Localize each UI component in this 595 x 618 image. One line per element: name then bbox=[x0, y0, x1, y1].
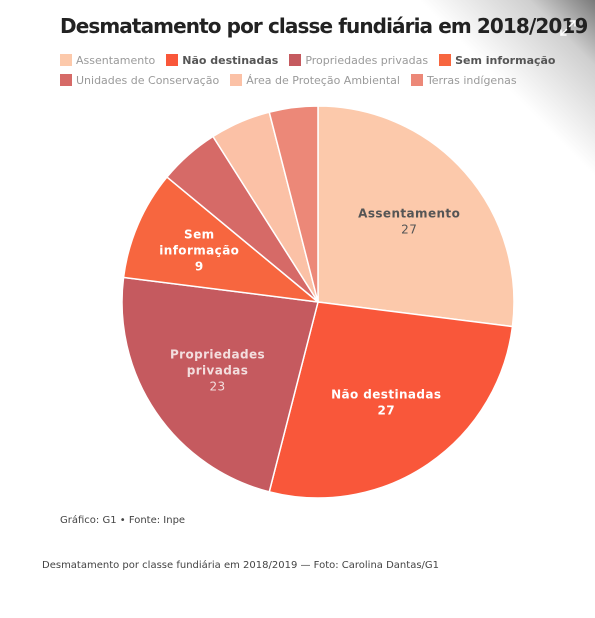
slice-label-nao-destinadas: Não destinadas 27 bbox=[331, 388, 441, 418]
slice-label-text: Propriedades bbox=[170, 347, 265, 361]
pie-slice-propriedades-privadas[interactable] bbox=[121, 276, 319, 493]
legend-label: Área de Proteção Ambiental bbox=[246, 73, 400, 87]
slice-label-text: Sem bbox=[184, 228, 215, 242]
pie-slice-nao-destinadas[interactable] bbox=[268, 301, 514, 499]
legend-label: Não destinadas bbox=[182, 53, 279, 67]
slice-label-sem-informacao: Sem informação 9 bbox=[159, 228, 239, 274]
legend-label: Propriedades privadas bbox=[305, 53, 429, 67]
legend-label: Terras indígenas bbox=[426, 73, 517, 87]
legend-swatch bbox=[289, 54, 302, 66]
legend-item-terras-indigenas[interactable]: Terras indígenas bbox=[410, 73, 517, 87]
legend-item-sem-informacao[interactable]: Sem informação bbox=[439, 53, 556, 67]
expand-icon[interactable] bbox=[559, 19, 577, 37]
legend-row: Assentamento Não destinadas Propriedades p… bbox=[60, 50, 556, 70]
legend-swatch bbox=[410, 74, 423, 86]
pie-slice-sem-informacao[interactable] bbox=[122, 176, 321, 304]
slice-label-text: informação bbox=[159, 244, 239, 258]
slice-value: 23 bbox=[209, 379, 225, 393]
chart-source: Gráfico: G1 • Fonte: Inpe bbox=[60, 515, 186, 526]
legend-label: Assentamento bbox=[76, 53, 156, 67]
legend-swatch bbox=[60, 74, 72, 86]
legend-item-area-de-protecao-ambiental[interactable]: Área de Proteção Ambiental bbox=[230, 74, 400, 87]
legend-label: Sem informação bbox=[455, 53, 556, 67]
legend-item-unidades-de-conservacao[interactable]: Unidades de Conservação bbox=[60, 74, 219, 87]
slice-label-text: Não destinadas bbox=[331, 388, 441, 402]
slice-label-propriedades-privadas: Propriedades privadas 23 bbox=[170, 347, 265, 393]
slice-value: 9 bbox=[195, 260, 204, 274]
legend-item-assentamento[interactable]: Assentamento bbox=[60, 54, 155, 67]
legend-item-nao-destinadas[interactable]: Não destinadas bbox=[166, 54, 278, 67]
legend-swatch bbox=[439, 54, 452, 66]
chart-legend: Assentamento Não destinadas Propriedades p… bbox=[60, 50, 556, 90]
slice-label-text: Assentamento bbox=[358, 207, 460, 221]
slice-label-assentamento: Assentamento 27 bbox=[358, 207, 460, 237]
legend-label: Unidades de Conservação bbox=[76, 73, 220, 87]
slice-value: 27 bbox=[378, 404, 396, 418]
pie-slice-terras-indigenas[interactable] bbox=[268, 105, 319, 303]
legend-row: Unidades de Conservação Área de Proteção … bbox=[60, 70, 540, 90]
legend-swatch bbox=[60, 54, 72, 66]
legend-swatch bbox=[166, 54, 179, 66]
slice-label-text: privadas bbox=[187, 363, 249, 377]
legend-swatch bbox=[230, 74, 243, 86]
photo-caption: Desmatamento por classe fundiária em 201… bbox=[42, 560, 440, 571]
chart-title: Desmatamento por classe fundiária em 201… bbox=[60, 14, 588, 38]
pie-chart: Assentamento 27 Não destinadas 27 Propriedad… bbox=[121, 105, 515, 499]
legend-item-propriedades-privadas[interactable]: Propriedades privadas bbox=[289, 54, 428, 67]
pie-slice-assentamento[interactable] bbox=[317, 105, 515, 328]
slice-value: 27 bbox=[401, 223, 417, 237]
